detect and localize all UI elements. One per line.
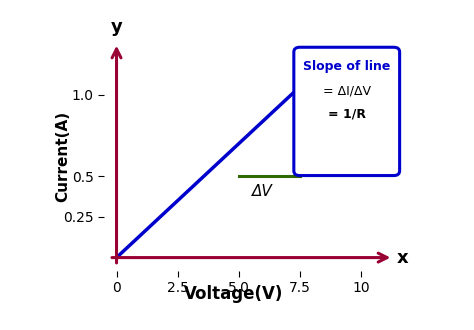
Text: Voltage(V): Voltage(V)	[184, 285, 284, 303]
Text: ΔI: ΔI	[306, 125, 321, 140]
Text: Current(A): Current(A)	[55, 111, 70, 202]
Text: y: y	[110, 18, 122, 36]
Text: = ΔI/ΔV: = ΔI/ΔV	[323, 84, 371, 97]
Text: ΔV: ΔV	[252, 184, 273, 199]
Text: = 1/R: = 1/R	[328, 108, 366, 121]
Text: x: x	[397, 248, 409, 267]
Text: Slope of line: Slope of line	[303, 60, 391, 73]
FancyBboxPatch shape	[294, 47, 400, 176]
